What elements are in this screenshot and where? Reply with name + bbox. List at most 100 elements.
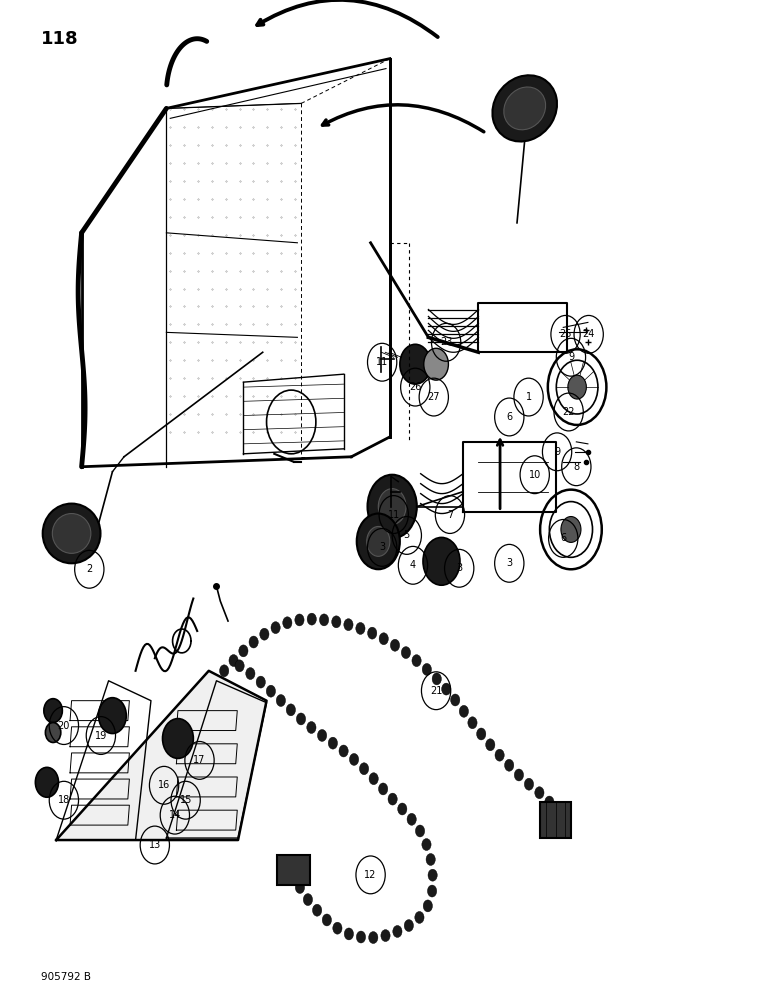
Circle shape <box>495 749 504 761</box>
Circle shape <box>290 867 299 879</box>
Text: 3: 3 <box>506 558 513 568</box>
Text: 1: 1 <box>526 392 532 402</box>
Circle shape <box>400 344 431 384</box>
Circle shape <box>379 633 388 645</box>
Circle shape <box>442 683 451 695</box>
Circle shape <box>360 763 369 775</box>
Text: 13: 13 <box>149 840 161 850</box>
Circle shape <box>235 660 244 672</box>
Text: 21: 21 <box>430 686 442 696</box>
Circle shape <box>398 803 407 815</box>
Circle shape <box>333 922 342 934</box>
Circle shape <box>426 854 435 865</box>
Circle shape <box>401 647 411 659</box>
Circle shape <box>423 537 460 585</box>
Text: 2: 2 <box>86 564 93 574</box>
Circle shape <box>344 619 353 631</box>
Circle shape <box>468 717 477 729</box>
Circle shape <box>407 813 416 825</box>
Text: 14: 14 <box>169 810 181 820</box>
Text: 3: 3 <box>379 542 385 552</box>
Circle shape <box>378 783 388 795</box>
Circle shape <box>313 904 322 916</box>
Circle shape <box>405 920 414 932</box>
Circle shape <box>259 628 269 640</box>
Ellipse shape <box>52 514 91 553</box>
Circle shape <box>256 676 266 688</box>
Circle shape <box>367 526 390 556</box>
Circle shape <box>266 685 276 697</box>
Text: 5: 5 <box>404 530 410 540</box>
Text: 17: 17 <box>193 755 205 765</box>
Text: 905792 B: 905792 B <box>41 972 91 982</box>
Circle shape <box>283 617 292 629</box>
Circle shape <box>344 928 354 940</box>
Circle shape <box>415 825 425 837</box>
Circle shape <box>99 698 127 734</box>
Circle shape <box>514 769 523 781</box>
Circle shape <box>422 839 431 851</box>
Circle shape <box>317 729 327 741</box>
Circle shape <box>428 869 437 881</box>
Circle shape <box>229 655 239 667</box>
Circle shape <box>339 745 348 757</box>
Text: 12: 12 <box>364 870 377 880</box>
Circle shape <box>296 882 305 893</box>
Text: 7: 7 <box>447 510 453 520</box>
Circle shape <box>424 348 449 380</box>
Circle shape <box>459 705 469 717</box>
Ellipse shape <box>493 75 557 142</box>
Text: 16: 16 <box>158 780 170 790</box>
Circle shape <box>367 475 417 538</box>
Circle shape <box>412 655 422 667</box>
Text: 9: 9 <box>568 352 574 362</box>
Text: 19: 19 <box>95 731 107 741</box>
Circle shape <box>44 699 63 723</box>
Text: 11: 11 <box>376 357 388 367</box>
Circle shape <box>388 793 398 805</box>
Circle shape <box>296 713 306 725</box>
Circle shape <box>545 796 554 808</box>
Circle shape <box>561 517 581 542</box>
Circle shape <box>36 767 59 797</box>
Circle shape <box>245 668 255 680</box>
Circle shape <box>423 900 432 912</box>
Circle shape <box>295 614 304 626</box>
Text: 118: 118 <box>41 30 79 48</box>
Text: 6: 6 <box>560 533 567 543</box>
Circle shape <box>505 759 514 771</box>
Text: 22: 22 <box>562 407 575 417</box>
Circle shape <box>357 931 366 943</box>
Text: 6: 6 <box>506 412 513 422</box>
Circle shape <box>320 614 329 626</box>
Circle shape <box>432 673 442 685</box>
Circle shape <box>163 719 193 758</box>
Circle shape <box>393 925 402 937</box>
Circle shape <box>369 773 378 785</box>
Circle shape <box>271 622 280 634</box>
Circle shape <box>276 695 286 706</box>
Text: 4: 4 <box>410 560 416 570</box>
Circle shape <box>486 739 495 751</box>
Ellipse shape <box>42 504 100 563</box>
Circle shape <box>381 930 390 942</box>
Circle shape <box>350 753 359 765</box>
Ellipse shape <box>504 87 546 130</box>
Circle shape <box>332 616 341 628</box>
Text: 20: 20 <box>58 721 70 731</box>
Text: 11: 11 <box>388 510 400 520</box>
Circle shape <box>451 694 460 706</box>
Circle shape <box>535 787 544 799</box>
Text: 26: 26 <box>409 382 422 392</box>
Circle shape <box>219 665 229 677</box>
Circle shape <box>367 627 377 639</box>
Circle shape <box>249 636 259 648</box>
Text: 15: 15 <box>179 795 191 805</box>
Text: 10: 10 <box>529 470 541 480</box>
Circle shape <box>286 704 296 716</box>
Text: 27: 27 <box>428 392 440 402</box>
Circle shape <box>46 723 61 742</box>
Text: 9: 9 <box>554 447 560 457</box>
Text: 25: 25 <box>559 329 572 339</box>
Circle shape <box>415 911 424 923</box>
